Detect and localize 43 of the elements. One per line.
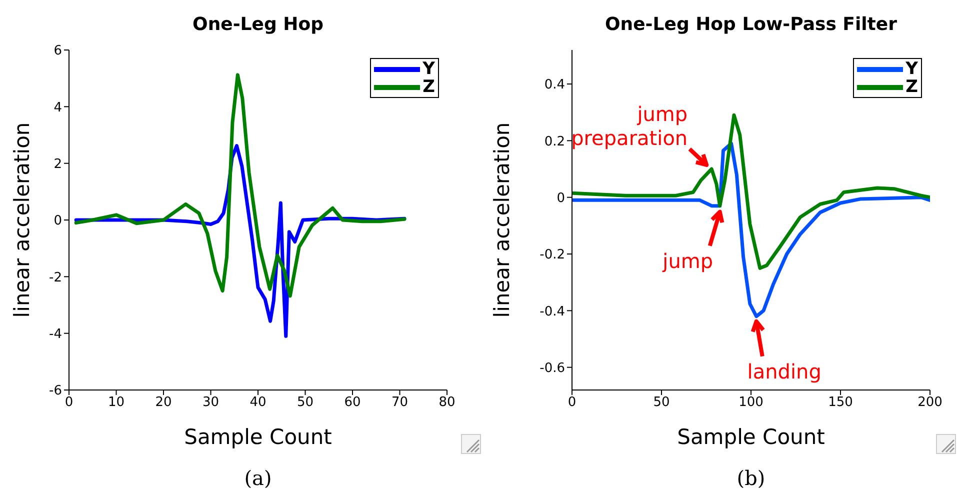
x-tick-label: 50 [653,395,670,410]
x-tick-label: 200 [918,395,942,410]
annotation: landing [747,359,822,384]
legend-label: Y [906,59,918,79]
line-series [74,73,406,298]
x-tick-label: 150 [828,395,853,410]
y-tick-label: -0.6 [540,360,565,376]
y-tick-label: 2 [54,156,62,172]
x-tick-label: 20 [155,395,172,410]
y-tick-label: -0.2 [540,248,565,263]
x-tick-label: 60 [344,395,361,410]
y-tick-label: 0 [556,190,565,206]
legend-label: Z [422,77,435,97]
annotation: jump [662,248,714,273]
x-axis-title: Sample Count [677,425,825,449]
y-tick-label: 0 [54,214,62,229]
x-tick-label: 70 [391,395,408,410]
x-tick-label: 50 [296,395,314,410]
y-tick-label: 6 [54,44,62,59]
x-tick-label: 100 [738,395,764,410]
y-axis-title: linear acceleration [490,122,514,318]
annotation: jump preparation [571,102,688,150]
text: (a) [243,466,273,490]
legend-label: Z [906,77,918,97]
x-tick-label: 0 [568,395,576,410]
x-tick-label: 40 [250,395,266,410]
chart-title: One-Leg Hop Low-Pass Filter [604,13,898,37]
x-axis-title: Sample Count [184,425,332,449]
chart-title: One-Leg Hop [192,13,324,37]
y-tick-label: -2 [49,270,62,286]
y-tick-label: -6 [49,384,62,399]
legend-label: Y [422,59,435,79]
y-tick-label: 0.2 [544,134,565,150]
y-tick-label: 0.4 [544,78,565,93]
x-tick-label: 0 [64,395,74,410]
y-axis-title: linear acceleration [10,122,34,318]
text: (b) [736,466,766,490]
y-tick-label: -0.4 [540,304,565,320]
x-tick-label: 30 [202,395,220,410]
x-tick-label: 10 [108,395,125,410]
x-tick-label: 80 [438,395,456,410]
y-tick-label: 4 [54,100,62,116]
y-tick-label: -4 [49,326,62,342]
